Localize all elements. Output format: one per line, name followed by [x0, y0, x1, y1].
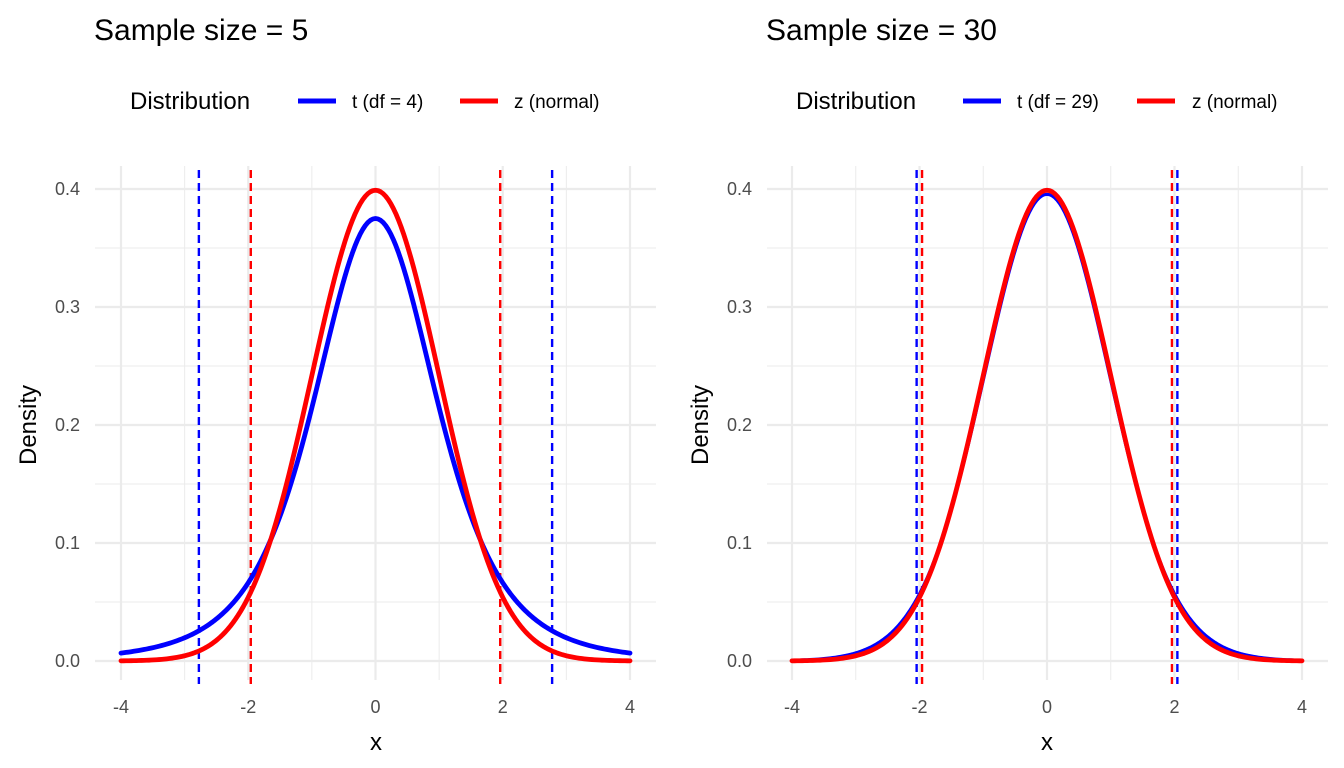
y-tick-label: 0.2 — [727, 415, 752, 435]
series-line-z — [789, 187, 1305, 664]
x-tick-labels: -4 -2 0 2 4 — [784, 697, 1307, 717]
series-line-z — [118, 187, 633, 664]
y-tick-label: 0.4 — [55, 179, 80, 199]
y-tick-label: 0.3 — [727, 297, 752, 317]
y-tick-labels: 0.0 0.1 0.2 0.3 0.4 — [55, 179, 80, 671]
x-axis-title: x — [370, 729, 382, 756]
x-tick-labels: -4 -2 0 2 4 — [113, 697, 635, 717]
density-curves — [118, 187, 633, 664]
y-tick-label: 0.4 — [727, 179, 752, 199]
x-tick-label: 4 — [1297, 697, 1307, 717]
panel-title: Sample size = 5 — [94, 14, 308, 47]
panel-sample-size-5: Sample size = 5 Distribution t (df = 4) … — [15, 14, 656, 756]
panel-title: Sample size = 30 — [766, 14, 997, 47]
legend-label-t: t (df = 4) — [352, 92, 423, 113]
y-tick-labels: 0.0 0.1 0.2 0.3 0.4 — [727, 179, 752, 671]
critical-value-lines — [915, 170, 1179, 684]
x-tick-label: 2 — [498, 697, 508, 717]
density-curves — [789, 187, 1305, 664]
series-line-t — [790, 192, 1304, 662]
x-tick-label: 2 — [1169, 697, 1179, 717]
y-tick-label: 0.0 — [55, 651, 80, 671]
y-tick-label: 0.0 — [727, 651, 752, 671]
legend: Distribution t (df = 29) z (normal) — [796, 88, 1278, 115]
x-tick-label: 0 — [370, 697, 380, 717]
x-tick-label: 0 — [1042, 697, 1052, 717]
legend-title: Distribution — [796, 88, 916, 115]
legend-label-z: z (normal) — [514, 92, 600, 113]
x-tick-label: -2 — [240, 697, 256, 717]
critical-value-lines — [197, 170, 554, 684]
y-axis-title: Density — [15, 385, 42, 465]
legend: Distribution t (df = 4) z (normal) — [130, 88, 600, 115]
y-axis-title: Density — [687, 385, 714, 465]
x-axis-title: x — [1041, 729, 1053, 756]
panel-sample-size-30: Sample size = 30 Distribution t (df = 29… — [687, 14, 1328, 756]
legend-label-t: t (df = 29) — [1017, 92, 1099, 113]
y-tick-label: 0.2 — [55, 415, 80, 435]
x-tick-label: -4 — [784, 697, 800, 717]
legend-title: Distribution — [130, 88, 250, 115]
x-tick-label: -4 — [113, 697, 129, 717]
x-tick-label: -2 — [911, 697, 927, 717]
y-tick-label: 0.1 — [727, 533, 752, 553]
series-line-t — [118, 216, 633, 656]
legend-label-z: z (normal) — [1192, 92, 1278, 113]
y-tick-label: 0.1 — [55, 533, 80, 553]
y-tick-label: 0.3 — [55, 297, 80, 317]
x-tick-label: 4 — [625, 697, 635, 717]
